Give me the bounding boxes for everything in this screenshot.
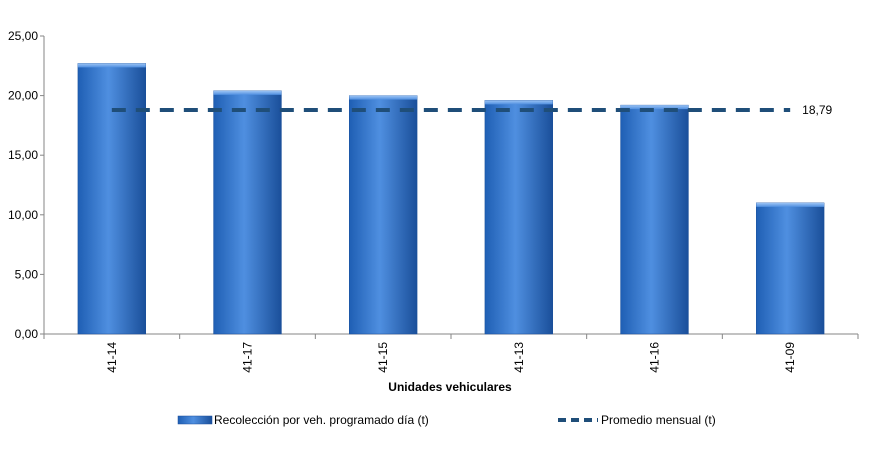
x-tick-label: 41-14 — [105, 342, 119, 373]
x-tick-label: 41-15 — [376, 342, 390, 373]
y-tick-label: 10,00 — [8, 208, 38, 222]
y-axis: 0,00 5,00 10,00 15,00 20,00 25,00 — [8, 29, 45, 341]
bar-41-13 — [484, 100, 553, 335]
bar-41-17 — [213, 90, 282, 335]
average-data-label: 18,79 — [802, 103, 832, 117]
x-tick-label: 41-13 — [512, 342, 526, 373]
y-tick-label: 0,00 — [15, 327, 39, 341]
legend-bar-swatch — [177, 415, 213, 425]
bar-41-15 — [349, 95, 418, 335]
y-tick-label: 5,00 — [15, 267, 39, 281]
x-axis: 41-14 41-17 41-15 41-13 41-16 41-09 — [43, 333, 859, 373]
bar-top-highlight — [349, 95, 418, 100]
y-tick-label: 20,00 — [8, 89, 38, 103]
y-tick-label: 25,00 — [8, 29, 38, 43]
bar-41-09 — [756, 202, 825, 335]
legend-bar-label: Recolección por veh. programado día (t) — [214, 413, 429, 427]
legend-line-label: Promedio mensual (t) — [601, 413, 716, 427]
x-tick-label: 41-17 — [241, 342, 255, 373]
bar-top-highlight — [213, 90, 282, 95]
bar-top-highlight — [77, 63, 146, 68]
legend: Recolección por veh. programado día (t) … — [177, 413, 716, 427]
bar-top-highlight — [756, 202, 825, 207]
x-axis-title: Unidades vehiculares — [388, 380, 512, 394]
average-line-series: 18,79 — [111, 103, 833, 117]
bar-top-highlight — [484, 100, 553, 105]
bar-top-highlight — [620, 105, 689, 110]
x-tick-label: 41-16 — [648, 342, 662, 373]
bar-series — [77, 63, 825, 335]
bar-41-16 — [620, 104, 689, 335]
bar-41-14 — [77, 63, 146, 335]
x-tick-label: 41-09 — [783, 342, 797, 373]
y-tick-label: 15,00 — [8, 148, 38, 162]
